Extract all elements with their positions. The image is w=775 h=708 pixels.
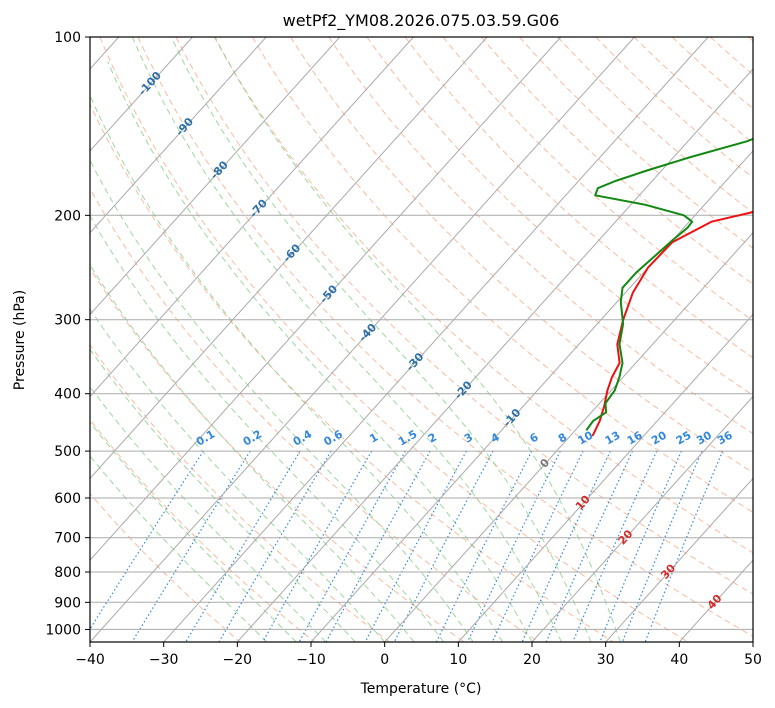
moist-adiabat-line bbox=[90, 308, 386, 642]
mixing-ratio-line bbox=[325, 450, 431, 642]
plot-frame bbox=[89, 36, 754, 643]
axes: −40 −30 −20 −10 0 10 20 30 40 50 100 200 300 400 500 60… bbox=[45, 30, 762, 668]
isotherm-line bbox=[90, 37, 488, 480]
y-tick-label: 600 bbox=[54, 491, 81, 507]
mixing-ratio-line bbox=[621, 450, 703, 642]
x-tick-label: 0 bbox=[380, 652, 389, 668]
dry-adiabat-line bbox=[90, 103, 614, 642]
x-tick-label: −40 bbox=[75, 652, 105, 668]
y-tick-label: 800 bbox=[54, 565, 81, 581]
y-tick-label: 400 bbox=[54, 387, 81, 403]
x-tick-label: 40 bbox=[670, 652, 688, 668]
x-tick-label: 50 bbox=[744, 652, 762, 668]
y-tick-label: 200 bbox=[54, 208, 81, 224]
isotherm-line bbox=[531, 395, 753, 642]
x-tick-label: 30 bbox=[597, 652, 615, 668]
isotherm-line bbox=[384, 232, 753, 642]
moist-adiabat-line bbox=[170, 37, 592, 642]
mixing-ratio-line bbox=[599, 450, 682, 642]
isotherm-line bbox=[310, 150, 753, 642]
mixing-ratio-line bbox=[218, 450, 332, 642]
mixing-ratio-line bbox=[466, 450, 561, 642]
mixing-ratio-line bbox=[262, 450, 373, 642]
dry-adiabat-line bbox=[290, 37, 753, 474]
moist-adiabat-line bbox=[90, 455, 268, 642]
dry-adiabat-line bbox=[251, 37, 753, 513]
x-tick-label: −20 bbox=[223, 652, 253, 668]
dewpoint-profile-line bbox=[585, 137, 753, 431]
isotherm-line bbox=[236, 68, 753, 642]
moist-adiabat-line bbox=[107, 61, 533, 642]
moist-adiabat-line bbox=[90, 159, 474, 642]
dry-adiabat-line bbox=[442, 37, 753, 322]
mixing-ratio-line bbox=[90, 450, 204, 631]
y-tick-label: 100 bbox=[54, 30, 81, 46]
dry-adiabat-line bbox=[137, 37, 753, 637]
dry-adiabat-line bbox=[90, 418, 316, 642]
x-tick-label: −10 bbox=[296, 652, 326, 668]
y-tick-label: 500 bbox=[54, 444, 81, 460]
mixing-ratio-line bbox=[545, 450, 634, 642]
dry-adiabat-line bbox=[633, 37, 753, 144]
dry-adiabat-line bbox=[99, 37, 689, 642]
mixing-ratio-line bbox=[131, 450, 251, 642]
background-lines bbox=[90, 37, 753, 642]
profile-lines bbox=[585, 137, 753, 437]
x-axis-title: Temperature (°C) bbox=[360, 681, 482, 697]
mixing-ratio-line bbox=[393, 450, 494, 642]
y-tick-label: 1000 bbox=[45, 622, 81, 638]
mixing-ratio-line bbox=[572, 450, 658, 642]
dry-adiabat-line bbox=[557, 37, 753, 214]
isotherm-line bbox=[90, 37, 193, 152]
dry-adiabat-line bbox=[175, 37, 753, 595]
moist-adiabat-line bbox=[90, 348, 356, 642]
y-tick-label: 300 bbox=[54, 313, 81, 329]
moist-adiabat-line bbox=[90, 385, 327, 642]
x-tick-label: 20 bbox=[523, 652, 541, 668]
y-axis-title: Pressure (hPa) bbox=[12, 290, 28, 390]
mixing-ratio-line bbox=[298, 450, 406, 642]
temperature-profile-line bbox=[591, 211, 753, 437]
dry-adiabat-line bbox=[90, 267, 465, 642]
dry-adiabat-line bbox=[90, 343, 390, 642]
moist-adiabat-line bbox=[90, 94, 503, 642]
x-tick-label: 10 bbox=[449, 652, 467, 668]
chart-title: wetPf2_YM08.2026.075.03.59.G06 bbox=[283, 11, 560, 31]
moist-adiabat-line bbox=[214, 37, 621, 642]
mixing-ratio-line bbox=[364, 450, 467, 642]
x-tick-label: −30 bbox=[149, 652, 179, 668]
isotherm-line bbox=[90, 37, 562, 561]
isotherm-line bbox=[90, 37, 414, 398]
isotherm-line bbox=[90, 37, 635, 642]
isotherm-line bbox=[457, 313, 753, 642]
mixing-ratio-line bbox=[185, 450, 301, 642]
isotherm-line bbox=[90, 37, 341, 316]
moist-adiabat-line bbox=[90, 421, 297, 642]
isotherm-line bbox=[605, 477, 753, 642]
isotherm-line bbox=[163, 37, 709, 642]
mixing-ratio-line bbox=[491, 450, 584, 642]
dry-adiabat-line bbox=[366, 37, 753, 396]
isotherm-line bbox=[90, 37, 267, 234]
y-tick-label: 700 bbox=[54, 531, 81, 547]
dry-adiabat-line bbox=[404, 37, 753, 359]
moist-adiabat-line bbox=[131, 37, 562, 642]
dry-adiabat-line bbox=[519, 37, 753, 249]
y-tick-label: 900 bbox=[54, 595, 81, 611]
dry-adiabat-line bbox=[213, 37, 753, 554]
